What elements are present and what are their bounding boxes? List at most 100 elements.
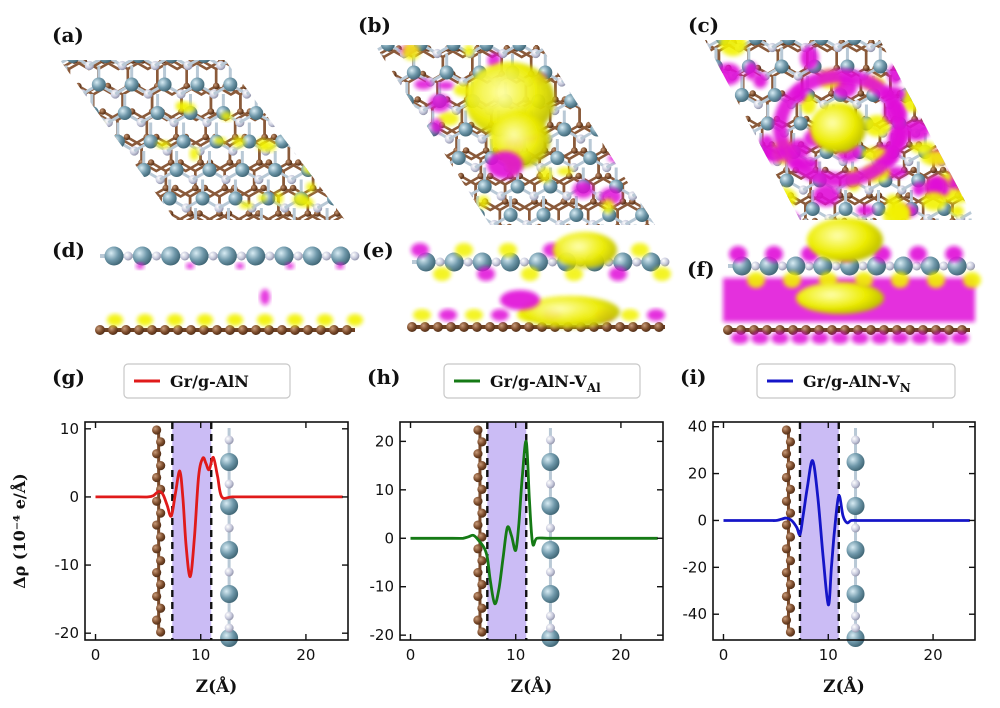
x-tick-label: 0 <box>406 646 416 664</box>
aln-bond <box>473 301 489 311</box>
carbon-atom <box>437 185 443 191</box>
carbon-atom <box>772 217 780 220</box>
aln-bond <box>652 99 655 112</box>
aluminum-atom <box>734 208 748 222</box>
carbon-atom <box>152 449 162 459</box>
graphene-ring <box>249 60 282 71</box>
carbon-atom <box>329 236 335 242</box>
carbon-atom <box>781 496 792 506</box>
graphene-ring <box>292 109 325 148</box>
graphene-ring <box>174 265 203 299</box>
carbon-atom <box>631 45 638 52</box>
carbon-atom <box>309 236 315 242</box>
carbon-atom <box>256 159 263 166</box>
aluminum-atom <box>641 252 661 272</box>
graphene-ring <box>706 202 736 236</box>
accumulation-lobe <box>274 191 284 205</box>
aln-bond <box>196 227 212 237</box>
aluminum-atom <box>189 246 209 266</box>
carbon-atom <box>147 159 155 166</box>
carbon-atom <box>984 192 990 198</box>
carbon-atom <box>427 275 433 281</box>
carbon-atom <box>94 133 101 141</box>
aluminum-atom <box>623 122 638 137</box>
aln-bond <box>771 40 790 49</box>
graphene-ring <box>593 45 627 59</box>
nitrogen-atom <box>333 117 344 128</box>
aln-bond <box>937 238 953 248</box>
nitrogen-atom <box>969 156 975 167</box>
aluminum-atom <box>715 151 729 165</box>
aluminum-atom <box>541 629 560 647</box>
carbon-atom <box>280 236 286 242</box>
nitrogen-atom <box>224 479 234 489</box>
carbon-atom <box>127 261 133 267</box>
aln-bond <box>762 207 781 220</box>
aluminum-atom <box>920 256 940 276</box>
nitrogen-atom <box>123 251 133 261</box>
carbon-atom <box>854 14 860 20</box>
graphene-ring <box>420 148 453 187</box>
aln-bond <box>693 73 709 83</box>
nitrogen-atom <box>249 60 259 71</box>
aluminum-atom <box>675 180 689 194</box>
carbon-atom <box>350 134 356 140</box>
carbon-atom <box>785 484 796 495</box>
carbon-atom <box>389 134 395 140</box>
carbon-atom <box>60 108 67 115</box>
aln-bond <box>451 185 470 198</box>
carbon-atom <box>396 338 402 344</box>
accumulation-lobe <box>74 200 86 209</box>
nitrogen-atom <box>739 156 750 167</box>
aluminum-atom <box>418 151 433 165</box>
carbon-atom <box>422 300 428 306</box>
carbon-atom <box>628 322 638 332</box>
nitrogen-atom <box>509 277 518 286</box>
carbon-atom <box>935 141 942 148</box>
carbon-atom <box>64 133 72 141</box>
carbon-atom <box>427 236 433 242</box>
carbon-atom <box>330 82 338 90</box>
nitrogen-atom <box>632 257 642 267</box>
graphene-ring <box>327 84 345 122</box>
carbon-atom <box>744 115 751 123</box>
carbon-atom <box>679 198 685 204</box>
carbon-atom <box>42 57 48 63</box>
nitrogen-atom <box>240 232 249 241</box>
nitrogen-atom <box>194 289 203 298</box>
carbon-atom <box>156 508 166 518</box>
carbon-atom <box>461 300 467 306</box>
graphene-ring <box>701 227 731 261</box>
carbon-atom <box>79 159 86 166</box>
aln-bond <box>696 130 712 140</box>
nitrogen-atom <box>545 623 555 633</box>
density-lobe <box>963 272 981 288</box>
carbon-atom <box>477 172 484 180</box>
carbon-atom <box>424 147 431 154</box>
carbon-atom <box>353 261 359 267</box>
aluminum-atom <box>348 106 362 120</box>
graphene-ring <box>316 135 345 173</box>
nitrogen-atom <box>470 232 479 241</box>
carbon-atom <box>369 185 375 191</box>
aln-bond <box>621 301 637 311</box>
aluminum-atom <box>971 59 975 74</box>
carbon-atom <box>410 32 416 38</box>
aluminum-atom <box>932 88 947 102</box>
carbon-atom <box>467 223 474 225</box>
carbon-atom <box>610 147 617 154</box>
carbon-atom <box>521 249 527 255</box>
carbon-atom <box>748 192 755 199</box>
carbon-atom <box>791 224 797 230</box>
aln-bond <box>100 140 119 153</box>
carbon-atom <box>778 192 785 199</box>
carbon-atom <box>417 223 425 225</box>
carbon-atom <box>752 173 758 179</box>
carbon-atom <box>477 579 487 590</box>
carbon-atom <box>348 287 354 293</box>
carbon-atom <box>448 172 455 180</box>
carbon-atom <box>797 243 803 249</box>
aln-bond <box>757 215 773 225</box>
carbon-atom <box>401 20 407 26</box>
graphene-ring <box>407 137 437 171</box>
